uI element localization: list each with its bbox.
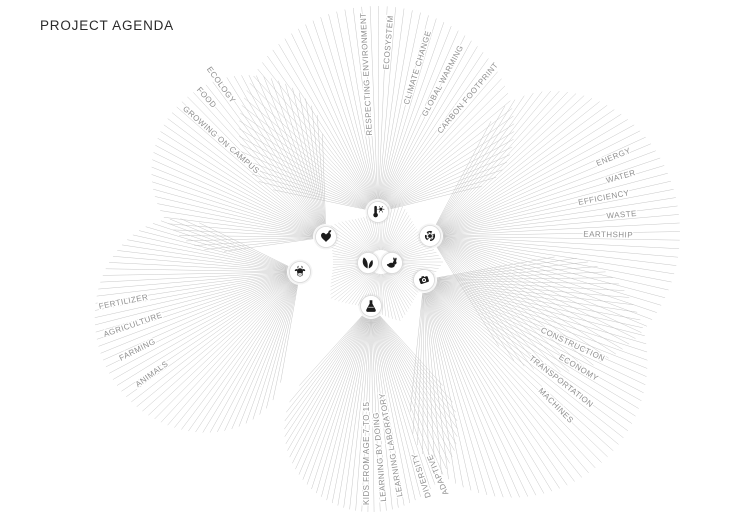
- fan-label: FARMING: [118, 337, 157, 363]
- node-animal-hub: [379, 250, 405, 276]
- node-machines: [411, 267, 437, 293]
- fan-label: AGRICULTURE: [102, 310, 163, 339]
- leaves-icon: [362, 257, 373, 269]
- camera-icon: [419, 276, 429, 285]
- fan-label: EARTHSHIP: [583, 230, 633, 240]
- fan-rays-learning: [284, 315, 458, 512]
- node-ecology: [313, 224, 339, 250]
- heart-leaf-icon: [321, 230, 332, 242]
- node-energy: [417, 223, 443, 249]
- node-learning: [358, 293, 384, 319]
- recycle-gear-icon: [424, 230, 436, 242]
- node-nature-hub: [355, 250, 381, 276]
- flask-icon: [366, 300, 376, 312]
- fan-label: ECOSYSTEM: [381, 15, 395, 70]
- node-climate: [365, 199, 391, 225]
- cow-icon: [294, 265, 306, 277]
- node-farming: [287, 259, 313, 285]
- fan-rays-farming: [94, 218, 298, 433]
- fan-label: WASTE: [606, 209, 637, 221]
- thermometer-sun-icon: [373, 205, 385, 218]
- rabbit-icon: [386, 257, 397, 268]
- fan-label: EFFICIENCY: [577, 188, 630, 207]
- fan-rays-energy: [435, 90, 680, 373]
- page-title: PROJECT AGENDA: [40, 18, 174, 33]
- fan-label: ENERGY: [595, 146, 632, 168]
- fan-label: KIDS FROM AGE 7 TO 15: [362, 401, 371, 505]
- fan-rays-machines: [409, 256, 648, 498]
- fan-label: RESPECTING ENVIRONMENT: [359, 12, 374, 136]
- fan-rays-ecology: [151, 74, 326, 252]
